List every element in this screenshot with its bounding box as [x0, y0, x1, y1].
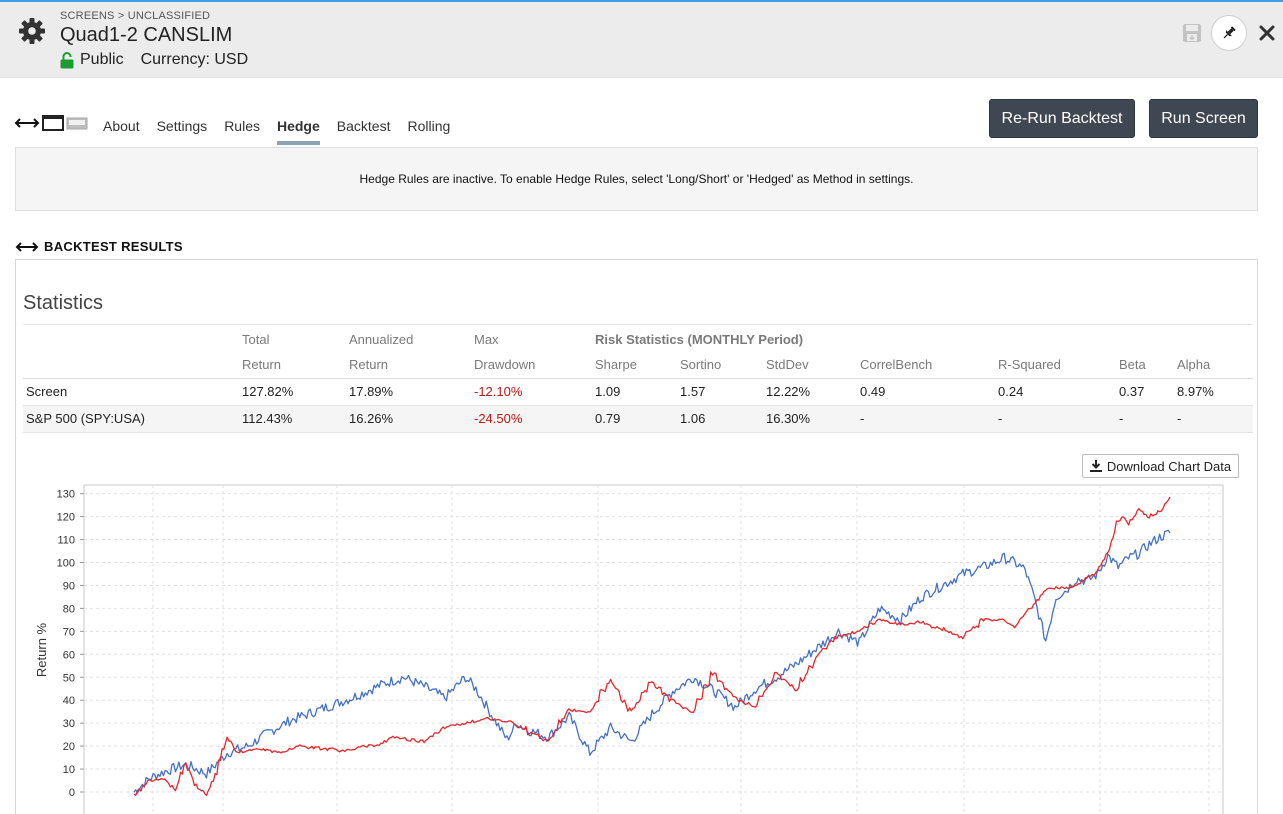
- table-cell: 0.37: [1116, 378, 1174, 406]
- table-row: Screen 127.82% 17.89% -12.10% 1.09 1.57 …: [23, 378, 1253, 406]
- header-cell: Sharpe: [592, 352, 677, 379]
- header-cell: Max: [474, 331, 499, 347]
- expand-width-icon[interactable]: [15, 240, 39, 254]
- table-cell: S&P 500 (SPY:USA): [23, 405, 239, 433]
- pin-icon: [1223, 26, 1236, 39]
- header-actions: [1153, 14, 1283, 51]
- table-cell: 1.09: [592, 378, 677, 406]
- header-cell: R-Squared: [995, 352, 1116, 379]
- header-cell: Total: [242, 331, 270, 347]
- header-cell: Alpha: [1174, 352, 1253, 379]
- table-cell: 16.30%: [763, 405, 857, 433]
- table-cell: 0.49: [857, 378, 995, 406]
- header-cell: StdDev: [763, 352, 857, 379]
- run-screen-button[interactable]: Run Screen: [1149, 99, 1258, 138]
- expand-width-icon[interactable]: [14, 116, 40, 130]
- tab-backtest[interactable]: Backtest: [336, 118, 391, 134]
- table-cell: -24.50%: [471, 405, 592, 433]
- tab-rules[interactable]: Rules: [224, 118, 260, 134]
- tab-bar: About Settings Rules Hedge Backtest Roll…: [103, 108, 467, 145]
- download-icon: [1089, 460, 1102, 472]
- header-cell: Beta: [1116, 352, 1174, 379]
- header-cell: [23, 326, 239, 352]
- backtest-results-header[interactable]: BACKTEST RESULTS: [15, 239, 183, 254]
- unlock-icon: [60, 51, 74, 68]
- table-cell: -: [995, 405, 1116, 433]
- screen-meta: Public Currency: USD: [60, 51, 248, 69]
- hedge-notice: Hedge Rules are inactive. To enable Hedg…: [15, 147, 1258, 211]
- save-icon[interactable]: [1182, 23, 1202, 43]
- table-cell: 16.26%: [346, 405, 471, 433]
- header-cell: Return: [346, 352, 471, 379]
- table-cell: 1.06: [677, 405, 763, 433]
- close-icon[interactable]: [1257, 23, 1277, 43]
- tab-hedge[interactable]: Hedge: [276, 108, 320, 145]
- tab-settings[interactable]: Settings: [156, 118, 208, 134]
- table-cell: Screen: [23, 378, 239, 406]
- pin-button[interactable]: [1211, 15, 1247, 51]
- header-cell: Return: [239, 352, 346, 379]
- table-cell: -: [1174, 405, 1253, 433]
- split-view-icon[interactable]: [66, 115, 88, 131]
- table-cell: 12.22%: [763, 378, 857, 406]
- table-cell: 17.89%: [346, 378, 471, 406]
- full-view-icon[interactable]: [42, 115, 64, 131]
- statistics-title: Statistics: [23, 292, 104, 314]
- tab-about[interactable]: About: [103, 118, 140, 134]
- layout-toggle: [14, 115, 88, 131]
- header-cell: Annualized: [349, 331, 414, 347]
- page-title: Quad1-2 CANSLIM: [60, 24, 233, 46]
- header-cell: Sortino: [677, 352, 763, 379]
- header-cell: CorrelBench: [857, 352, 995, 379]
- download-chart-data-button[interactable]: Download Chart Data: [1082, 454, 1239, 478]
- table-cell: -: [857, 405, 995, 433]
- table-cell: 0.24: [995, 378, 1116, 406]
- table-cell: 8.97%: [1174, 378, 1253, 406]
- backtest-results-panel: Statistics Total Annualized Max Risk Sta…: [15, 259, 1258, 814]
- risk-statistics-header: Risk Statistics (MONTHLY Period): [595, 331, 804, 347]
- table-cell: -: [1116, 405, 1174, 433]
- table-cell: 127.82%: [239, 378, 346, 406]
- table-row: S&P 500 (SPY:USA) 112.43% 16.26% -24.50%…: [23, 405, 1253, 433]
- header-cell: [23, 352, 239, 379]
- page-header: SCREENS > UNCLASSIFIED Quad1-2 CANSLIM P…: [0, 2, 1283, 78]
- table-cell: 112.43%: [239, 405, 346, 433]
- currency-label: Currency: USD: [140, 51, 249, 68]
- table-cell: 0.79: [592, 405, 677, 433]
- visibility-label: Public: [80, 51, 124, 68]
- download-label: Download Chart Data: [1106, 458, 1232, 474]
- statistics-table: Total Annualized Max Risk Statistics (MO…: [23, 326, 1253, 433]
- divider: [23, 324, 1253, 325]
- rerun-backtest-button[interactable]: Re-Run Backtest: [989, 99, 1135, 138]
- top-accent-bar: [0, 0, 1283, 2]
- breadcrumb[interactable]: SCREENS > UNCLASSIFIED: [60, 10, 211, 22]
- tab-rolling[interactable]: Rolling: [407, 118, 451, 134]
- header-cell: Drawdown: [471, 352, 592, 379]
- gear-icon[interactable]: [17, 16, 47, 46]
- table-cell: -12.10%: [471, 378, 592, 406]
- section-title: BACKTEST RESULTS: [44, 239, 183, 254]
- table-cell: 1.57: [677, 378, 763, 406]
